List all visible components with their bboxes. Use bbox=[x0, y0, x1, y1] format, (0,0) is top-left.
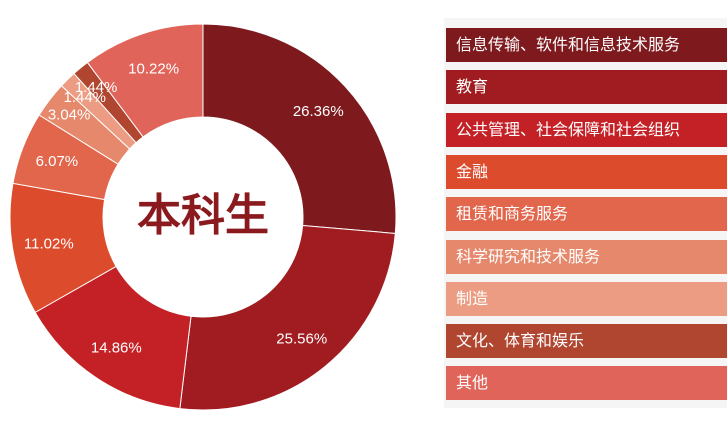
slice-label-2: 14.86% bbox=[91, 339, 142, 356]
legend-item: 公共管理、社会保障和社会组织 bbox=[446, 112, 727, 147]
slice-label-1: 25.56% bbox=[276, 330, 327, 347]
slice-labels: 26.36%25.56%14.86%11.02%6.07%3.04%1.44%1… bbox=[24, 60, 344, 356]
chart-title: 本科生 bbox=[137, 190, 269, 241]
donut-chart: 26.36%25.56%14.86%11.02%6.07%3.04%1.44%1… bbox=[9, 23, 397, 411]
slice-label-8: 10.22% bbox=[128, 60, 179, 77]
donut-slices bbox=[9, 23, 397, 411]
slice-label-0: 26.36% bbox=[293, 103, 344, 120]
legend-item: 文化、体育和娱乐 bbox=[446, 324, 727, 359]
legend: 信息传输、软件和信息技术服务 教育公共管理、社会保障和社会组织 金融租赁和商务服务科… bbox=[444, 18, 727, 408]
slice-label-4: 6.07% bbox=[36, 153, 79, 170]
legend-item: 信息传输、软件和信息技术服务 bbox=[446, 28, 727, 62]
legend-item: 租赁和商务服务 bbox=[446, 197, 727, 232]
slice-8 bbox=[86, 23, 204, 138]
legend-item: 教育 bbox=[446, 70, 727, 105]
slice-label-5: 3.04% bbox=[48, 107, 91, 124]
slice-0 bbox=[202, 23, 397, 234]
slice-label-7: 1.44% bbox=[75, 79, 118, 96]
slice-label-3: 11.02% bbox=[24, 236, 74, 253]
legend-item: 金融 bbox=[446, 154, 727, 189]
legend-item: 其他 bbox=[446, 366, 727, 401]
legend-item: 制造 bbox=[446, 281, 727, 316]
legend-item: 科学研究和技术服务 bbox=[446, 239, 727, 274]
slice-label-6: 1.44% bbox=[63, 89, 106, 106]
slice-1 bbox=[179, 224, 396, 411]
